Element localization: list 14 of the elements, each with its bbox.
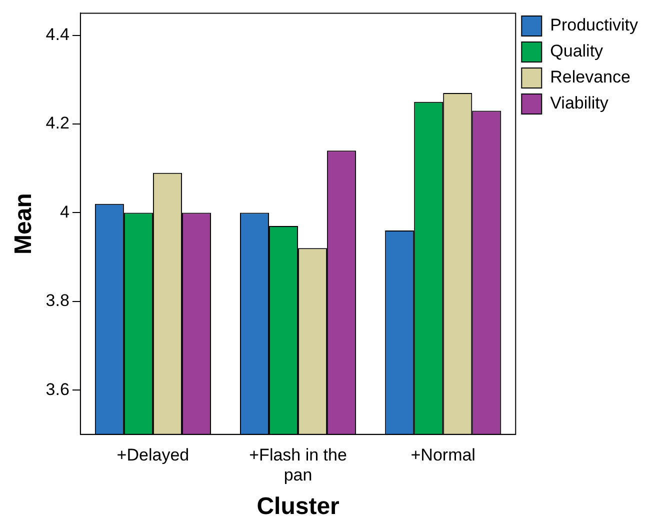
legend-label: Relevance (550, 68, 630, 87)
y-tick-label: 3.8 (46, 291, 70, 310)
x-tick-label: +Flash in the pan (249, 445, 347, 485)
legend-label: Quality (550, 42, 604, 61)
y-tick-label: 4.4 (46, 25, 70, 44)
x-tick-label: +Normal (410, 445, 476, 464)
x-tick-label: +Delayed (116, 445, 190, 464)
y-tick-label: 3.6 (46, 380, 70, 399)
x-axis-title: Cluster (256, 493, 340, 520)
legend-label: Viability (550, 94, 609, 113)
y-tick-label: 4 (60, 202, 70, 222)
y-axis-title: Mean (10, 193, 38, 254)
y-tick-label: 4.2 (46, 114, 70, 133)
legend-label: Productivity (550, 16, 638, 35)
